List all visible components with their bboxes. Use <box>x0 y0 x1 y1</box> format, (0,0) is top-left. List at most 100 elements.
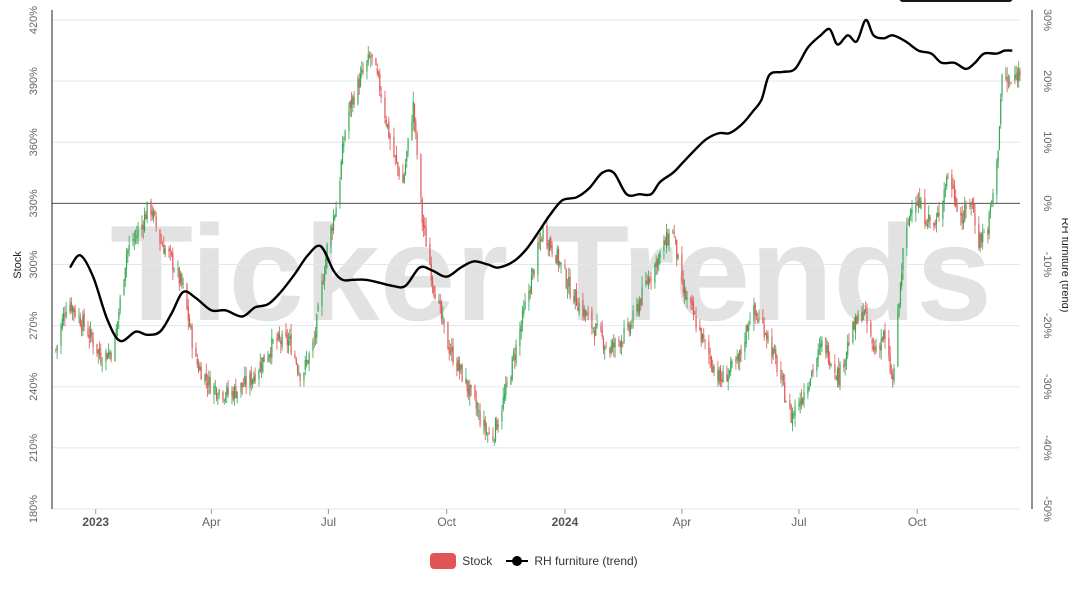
trend-line <box>68 18 1013 343</box>
candle-body <box>314 334 317 339</box>
candle-body <box>991 200 993 205</box>
legend-item-stock[interactable]: Stock <box>430 553 492 569</box>
candle-body <box>542 226 544 240</box>
candle-body <box>160 242 162 244</box>
candle-body <box>55 349 57 351</box>
candle-body <box>870 322 872 336</box>
candle-body <box>582 300 584 317</box>
candle-body <box>492 435 494 440</box>
top-toolbar-tab[interactable] <box>899 0 1013 2</box>
candle-body <box>380 93 382 98</box>
candle-body <box>429 244 431 265</box>
candle-body <box>631 325 633 327</box>
candle-body <box>322 282 324 284</box>
candle-body <box>838 367 840 385</box>
axes: 180% 210% 240% 270% 300% 330% 360% 390% 420% -50%… <box>12 6 1068 529</box>
candle-body <box>700 328 702 343</box>
candle-body <box>101 364 103 366</box>
candle-body <box>568 276 570 287</box>
candle-body <box>200 366 202 380</box>
candle-body <box>636 303 638 312</box>
candle-body <box>962 219 965 225</box>
candle-body <box>919 197 921 208</box>
legend-item-trend[interactable]: RH furniture (trend) <box>506 554 638 568</box>
candle-body <box>79 317 81 327</box>
candle-body <box>132 241 134 243</box>
candle-body <box>987 229 989 235</box>
candle-body <box>818 346 821 348</box>
candle-body <box>307 360 309 364</box>
candle-body <box>587 312 589 314</box>
candle-body <box>82 315 84 331</box>
candle-body <box>235 386 237 398</box>
candle-body <box>898 303 900 310</box>
candle-body <box>97 349 99 354</box>
candle-body <box>744 342 746 352</box>
y-left-tick-label: 180% <box>28 495 40 523</box>
candle-body <box>807 387 809 395</box>
candle-body <box>125 253 128 269</box>
candle-body <box>628 324 630 332</box>
candle-body <box>1018 68 1020 81</box>
candle-body <box>56 345 58 351</box>
y-left-tick-label: 330% <box>28 189 40 217</box>
candle-body <box>330 226 332 247</box>
y-left-tick-label: 390% <box>28 67 40 95</box>
candle-body <box>997 150 999 163</box>
candle-body <box>745 325 747 344</box>
candle-body <box>659 251 661 258</box>
candle-body <box>717 369 719 381</box>
candle-body <box>465 377 467 383</box>
y-right-tick-label: -20% <box>1041 313 1053 339</box>
candle-body <box>332 216 335 231</box>
x-tick-label: Oct <box>908 515 927 529</box>
candle-body <box>206 382 209 387</box>
candle-body <box>208 376 210 386</box>
candle-body <box>377 71 380 75</box>
candle-body <box>389 135 391 140</box>
candle-body <box>592 328 594 330</box>
candle-body <box>384 97 386 119</box>
candle-body <box>834 364 836 374</box>
candle-body <box>890 372 893 374</box>
candle-body <box>467 388 470 395</box>
candle-body <box>978 224 980 248</box>
candle-body <box>209 377 211 394</box>
candle-body <box>811 371 813 377</box>
candle-body <box>503 394 506 400</box>
candle-body <box>114 334 116 362</box>
x-tick-label: Jul <box>321 515 336 529</box>
candle-body <box>483 420 485 427</box>
candle-body <box>124 267 126 281</box>
candle-body <box>533 270 535 276</box>
candle-body <box>186 283 188 309</box>
candle-body <box>928 214 930 223</box>
candle-body <box>897 310 899 367</box>
candle-body <box>901 273 903 286</box>
candle-body <box>721 379 723 382</box>
candle-body <box>242 385 245 387</box>
candle-body <box>78 315 80 317</box>
candle-body <box>335 207 337 217</box>
candle-body <box>326 243 328 261</box>
candle-body <box>996 161 998 195</box>
candle-body <box>278 334 281 339</box>
candle-body <box>152 211 155 219</box>
legend-label-trend: RH furniture (trend) <box>534 554 638 568</box>
candle-body <box>254 373 256 382</box>
candle-body <box>773 350 776 352</box>
candle-body <box>902 248 904 271</box>
candle-body <box>268 354 270 358</box>
candle-body <box>664 240 666 246</box>
candle-body <box>713 366 715 372</box>
candle-body <box>475 399 477 409</box>
candle-body <box>100 352 102 364</box>
candle-body <box>551 245 553 254</box>
candle-body <box>438 300 440 302</box>
candle-body <box>748 324 750 331</box>
candle-body <box>1001 75 1003 97</box>
y-left-tick-label: 300% <box>28 250 40 278</box>
candle-body <box>240 382 242 393</box>
candle-body <box>789 400 791 408</box>
candle-body <box>227 388 229 395</box>
